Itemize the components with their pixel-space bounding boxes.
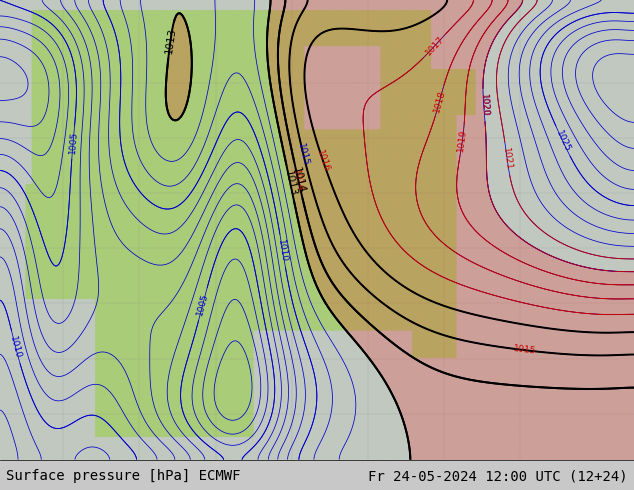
Text: 1014: 1014 [290, 166, 306, 194]
Text: 1016: 1016 [315, 149, 331, 174]
Text: Surface pressure [hPa] ECMWF: Surface pressure [hPa] ECMWF [6, 469, 241, 483]
Text: 1020: 1020 [479, 94, 489, 117]
Text: 1014: 1014 [292, 168, 305, 192]
Text: Fr 24-05-2024 12:00 UTC (12+24): Fr 24-05-2024 12:00 UTC (12+24) [368, 469, 628, 483]
Text: 1019: 1019 [456, 128, 469, 152]
Text: 1020: 1020 [479, 94, 489, 117]
Text: 1013: 1013 [164, 26, 178, 54]
Text: 1005: 1005 [196, 292, 210, 316]
Text: 1015: 1015 [296, 142, 311, 167]
Text: 1010: 1010 [276, 239, 289, 263]
Text: 1025: 1025 [554, 129, 572, 153]
Text: 1018: 1018 [432, 89, 447, 113]
Text: 1017: 1017 [424, 35, 446, 58]
Text: 1005: 1005 [68, 131, 79, 154]
Text: 1013: 1013 [283, 169, 298, 197]
Text: 1010: 1010 [8, 335, 23, 360]
Text: 1015: 1015 [512, 344, 536, 356]
Text: 1021: 1021 [501, 147, 513, 171]
